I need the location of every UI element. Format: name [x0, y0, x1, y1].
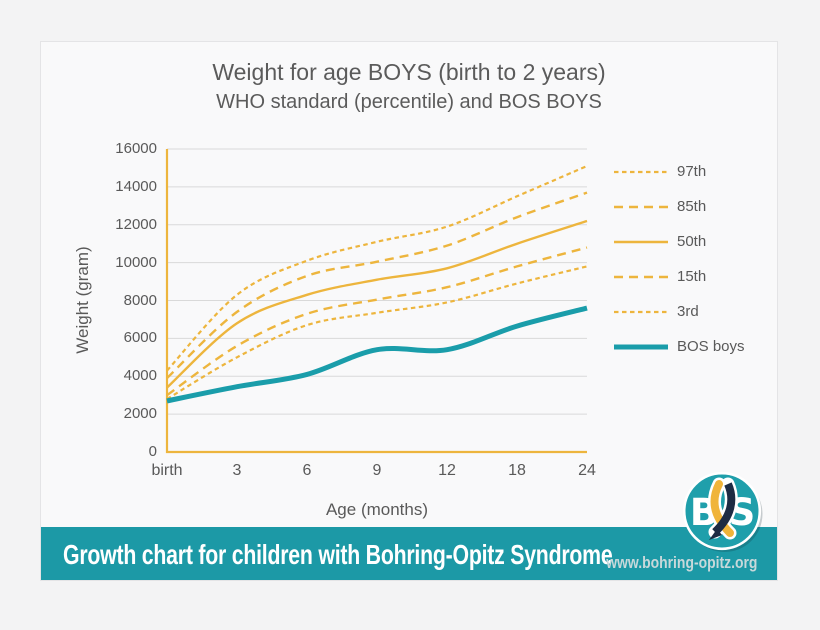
x-tick-label: 3 [232, 462, 242, 479]
axis-lines [165, 149, 587, 454]
x-tick-label: 18 [508, 462, 526, 479]
legend-item: 85th [613, 189, 745, 224]
legend-item: 15th [613, 259, 745, 294]
legend-swatch [614, 344, 668, 349]
growth-chart-plot [165, 148, 588, 454]
bos-logo: B S [682, 471, 763, 552]
x-tick-label: 9 [372, 462, 382, 479]
x-axis-title: Age (months) [325, 500, 429, 519]
banner-headline: Growth chart for children with Bohring-O… [63, 539, 613, 570]
legend-swatch [614, 275, 668, 278]
series-15th [166, 246, 588, 397]
infographic-card: Weight for age BOYS (birth to 2 years) W… [40, 41, 778, 581]
chart-subtitle: WHO standard (percentile) and BOS BOYS [216, 91, 602, 113]
y-tick-label: 16000 [115, 140, 157, 157]
chart-title: Weight for age BOYS (birth to 2 years) [212, 59, 606, 85]
y-tick-label: 8000 [123, 291, 157, 309]
legend-label: 97th [677, 163, 707, 180]
y-tick-label: 4000 [123, 367, 157, 385]
y-tick-label: 14000 [115, 177, 157, 195]
legend-item: BOS boys [613, 329, 745, 364]
banner-website-url: www.bohring-opitz.org [605, 553, 757, 572]
legend-swatch [614, 310, 668, 313]
legend-label: 85th [677, 198, 707, 215]
legend-swatch [614, 205, 668, 208]
x-tick-label: 12 [438, 462, 456, 479]
legend-label: BOS boys [677, 338, 745, 355]
y-tick-label: 10000 [115, 253, 157, 271]
y-tick-label: 0 [148, 443, 157, 460]
y-tick-label: 12000 [115, 215, 157, 233]
y-tick-label: 6000 [123, 329, 157, 347]
legend-label: 3rd [677, 303, 699, 320]
legend-label: 15th [677, 268, 707, 285]
y-tick-label: 2000 [123, 405, 157, 423]
x-tick-label: 24 [578, 462, 596, 479]
chart-legend: 97th 85th 50th 15th 3rd BOS boys [613, 154, 745, 364]
legend-swatch [614, 170, 668, 173]
awareness-ribbon-icon [708, 477, 738, 540]
legend-item: 50th [613, 224, 745, 259]
legend-item: 3rd [613, 294, 745, 329]
x-tick-label: birth [151, 462, 183, 479]
legend-item: 97th [613, 154, 745, 189]
series-85th [166, 191, 588, 379]
x-tick-label: 6 [302, 462, 312, 479]
bottom-banner: Growth chart for children with Bohring-O… [41, 527, 777, 580]
series-50th [166, 219, 588, 389]
legend-label: 50th [677, 233, 707, 250]
series-3rd [166, 265, 588, 400]
series-bos-boys [166, 305, 588, 404]
series-97th [166, 164, 588, 372]
legend-swatch [614, 240, 668, 243]
y-axis-ticks: 0 2000 4000 6000 8000 10000 12000 14000 16000 [41, 42, 157, 580]
